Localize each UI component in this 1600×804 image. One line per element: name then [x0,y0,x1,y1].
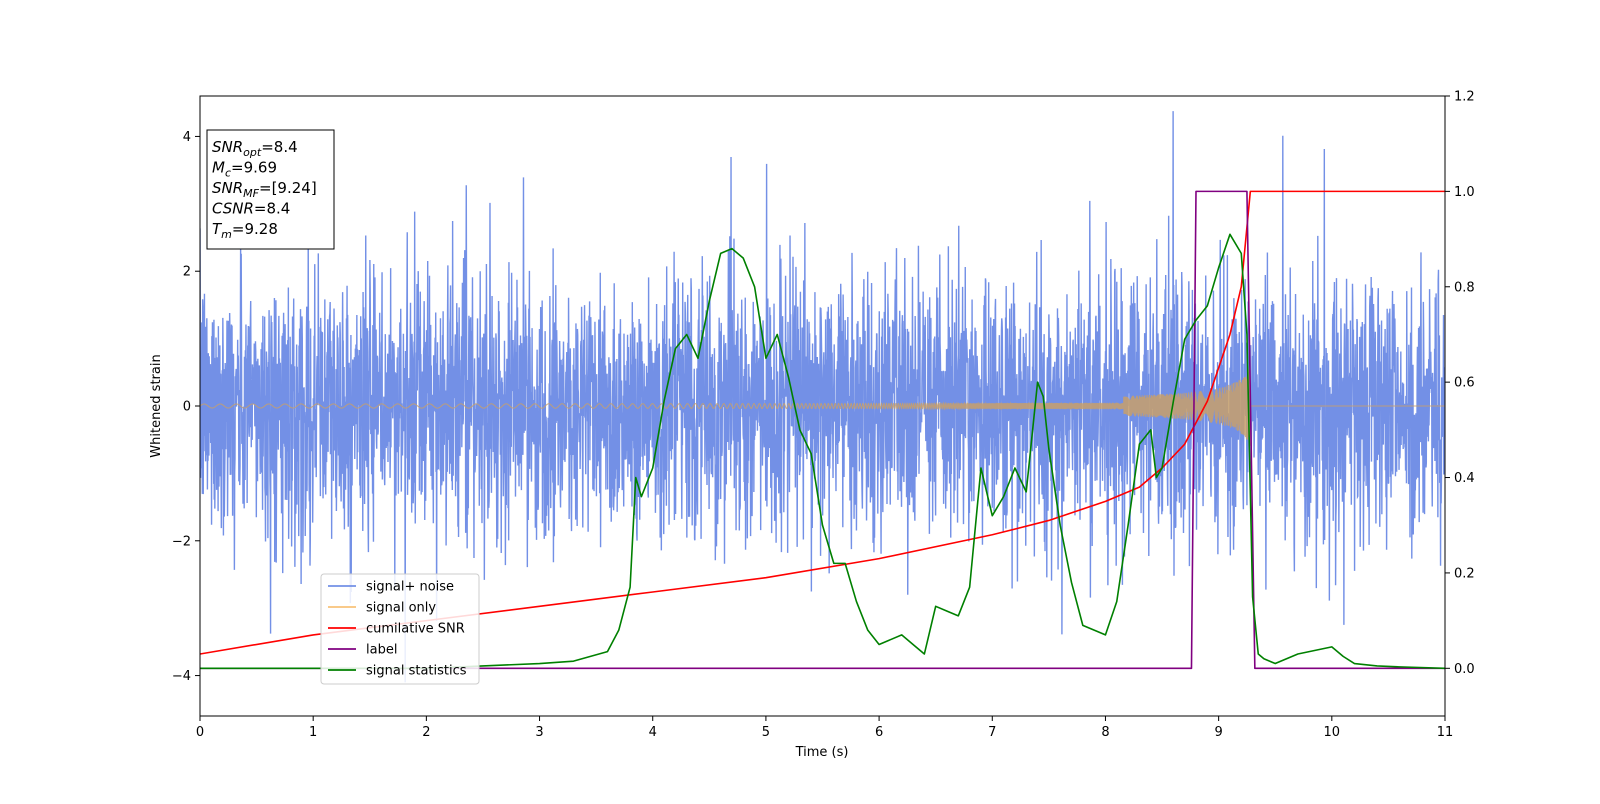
annotation-line: Mc=9.69 [212,159,277,180]
x-tick-label: 9 [1214,725,1222,740]
y-left-tick-label: 4 [183,130,191,145]
x-tick-label: 2 [422,725,430,740]
y-axis-label: Whitened strain [149,354,164,457]
legend-entry-label: signal+ noise [366,580,454,595]
x-tick-label: 1 [309,725,317,740]
x-tick-label: 8 [1101,725,1109,740]
legend-entry-label: label [366,643,397,658]
x-tick-label: 6 [875,725,883,740]
y-right-tick-label: 0.6 [1454,376,1475,391]
y-left-tick-label: 0 [183,400,191,415]
series-cumulative-snr [200,190,1445,655]
series-layer [200,111,1445,683]
annotation-line: CSNR=8.4 [212,200,290,218]
y-right-tick-label: 0.0 [1454,662,1475,677]
series-signal-noise [200,111,1445,683]
x-tick-label: 10 [1324,725,1341,740]
y-left-tick-label: −2 [172,534,191,549]
series-label [200,190,1445,670]
legend-entry-label: signal statistics [366,664,467,679]
axes-layer: 0 1 2 3 4 5 6 7 8 9 10 11 −4 −2 0 2 4 0.0 0.2 0.4 0.6 0.8 1.0 1… [172,90,1475,741]
x-tick-label: 5 [762,725,770,740]
x-tick-label: 3 [535,725,543,740]
x-axis-label: Time (s) [795,745,849,760]
legend-entry-label: signal only [366,601,436,616]
series-signal-statistics [200,233,1445,670]
x-tick-label: 11 [1437,725,1454,740]
y-right-tick-label: 1.2 [1454,90,1475,105]
annotation-line: SNRopt=8.4 [212,138,298,159]
annotation-line: SNRMF=[9.24] [212,179,317,200]
y-left-tick-label: 2 [183,265,191,280]
y-left-tick-label: −4 [172,669,191,684]
legend: signal+ noise signal only cumilative SNR la… [320,573,480,685]
annotation-frame [206,129,335,250]
legend-frame [320,573,480,685]
annotation-line: Tm=9.28 [212,220,278,241]
y-right-tick-label: 0.8 [1454,280,1475,295]
y-right-tick-label: 0.2 [1454,566,1475,581]
x-tick-label: 0 [196,725,204,740]
x-tick-label: 7 [988,725,996,740]
series-signal-only [200,369,1445,446]
y-right-tick-label: 1.0 [1454,185,1475,200]
y-right-tick-label: 0.4 [1454,471,1475,486]
x-tick-label: 4 [649,725,657,740]
legend-entry-label: cumilative SNR [366,622,465,637]
